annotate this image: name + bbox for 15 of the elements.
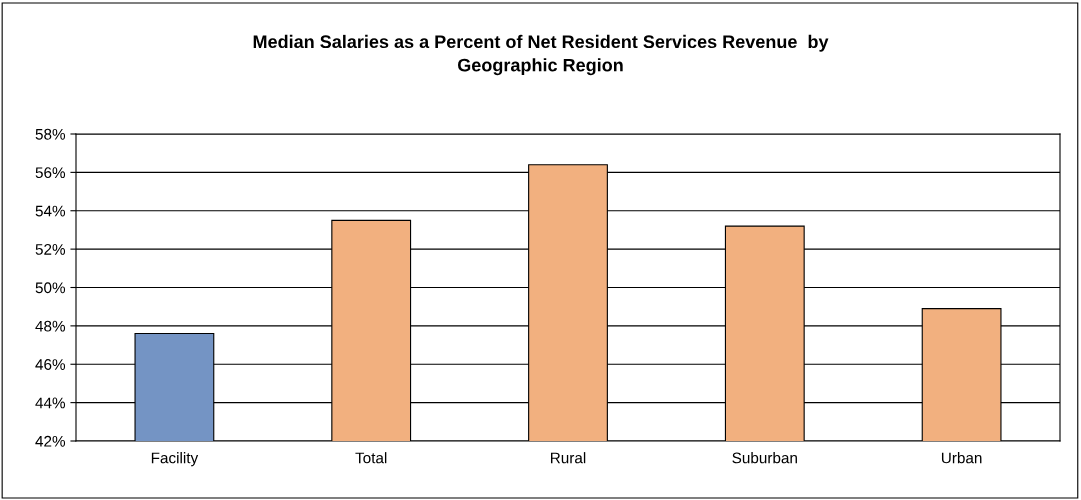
chart-title: Median Salaries as a Percent of Net Resident Services Revenue by Geographic Region (253, 34, 829, 76)
y-tick-label: 54% (35, 205, 66, 217)
x-tick-label: Suburban (732, 452, 797, 464)
y-tick-label: 44% (35, 397, 66, 409)
y-tick-label: 48% (35, 320, 66, 332)
x-tick-label: Urban (941, 452, 982, 464)
y-tick-label: 56% (35, 167, 66, 179)
x-tick-label: Total (355, 452, 387, 464)
y-tick-label: 52% (35, 243, 66, 255)
x-tick-label: Rural (551, 452, 586, 464)
y-tick-label: 42% (35, 435, 66, 447)
y-tick-label: 50% (35, 282, 66, 294)
x-tick-label: Facility (151, 452, 199, 467)
y-tick-label: 58% (35, 128, 66, 140)
y-tick-label: 46% (35, 359, 66, 370)
